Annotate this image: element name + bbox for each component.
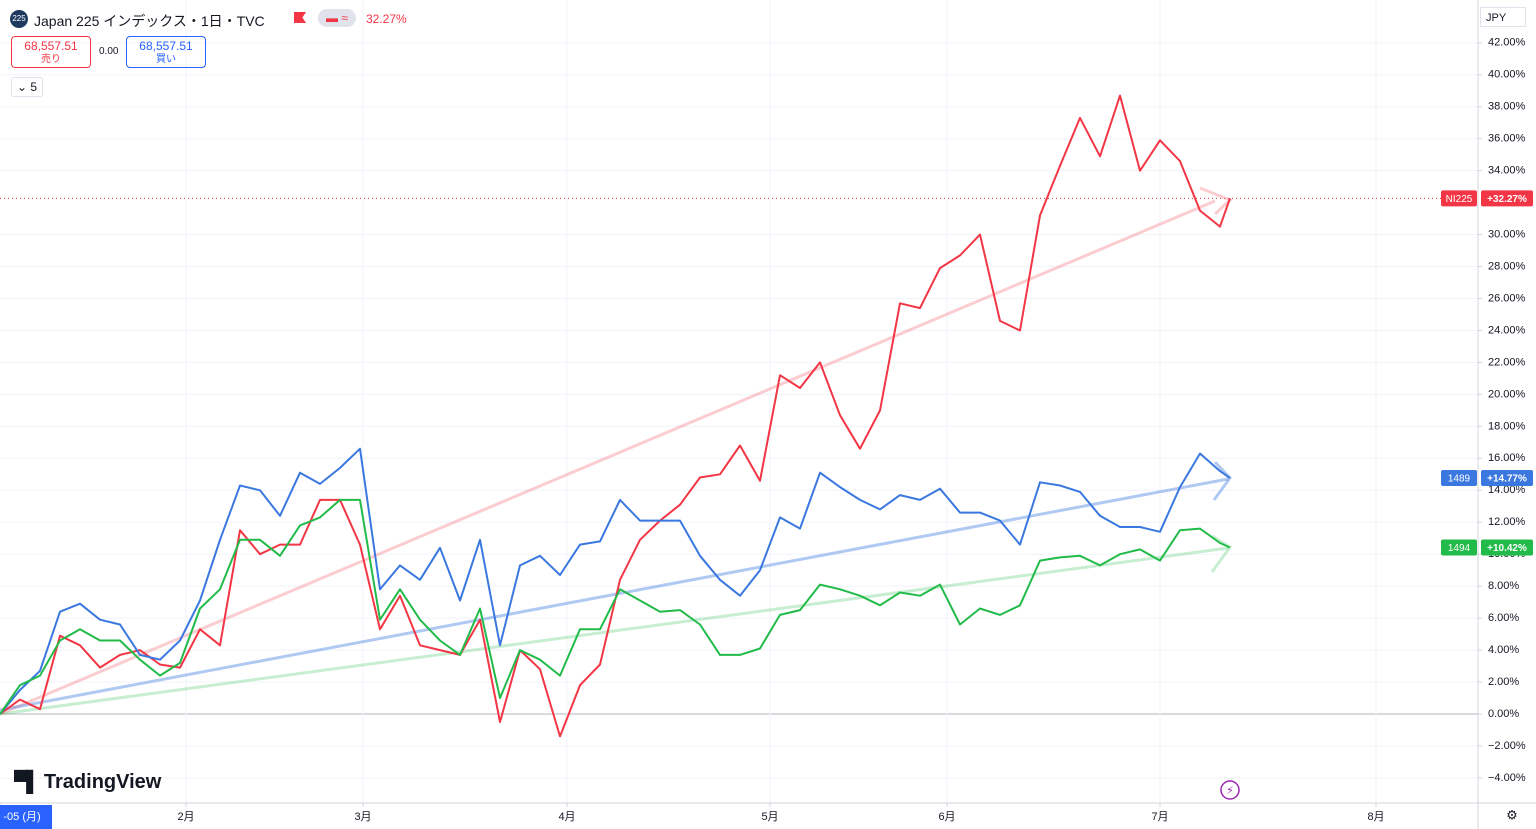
- x-tick-label: 6月: [938, 811, 955, 823]
- y-tick-label: 24.00%: [1488, 324, 1526, 336]
- status-badge[interactable]: ▬ ≈: [318, 9, 356, 27]
- trend-arrow: [0, 546, 1229, 716]
- y-tick-label: 8.00%: [1488, 580, 1519, 592]
- end-label-bg: [1481, 469, 1533, 486]
- x-tick-label: -05 (月): [3, 811, 40, 823]
- end-label: +10.42%: [1487, 543, 1527, 554]
- series-line: [0, 94, 1231, 738]
- y-tick-label: 34.00%: [1488, 165, 1526, 177]
- buy-price: 68,557.51: [139, 39, 193, 53]
- y-tick-label: 40.00%: [1488, 69, 1526, 81]
- sell-price: 68,557.51: [24, 39, 78, 53]
- series-name: NI225: [1446, 194, 1473, 205]
- y-tick-label: 6.00%: [1488, 612, 1519, 624]
- x-tick-label: 3月: [354, 811, 371, 823]
- symbol-title[interactable]: Japan 225 インデックス・1日・TVC: [34, 13, 265, 29]
- buy-label: 買い: [156, 54, 176, 65]
- y-tick-label: 18.00%: [1488, 420, 1526, 432]
- watermark-text: TradingView: [43, 771, 162, 793]
- y-tick-label: 2.00%: [1488, 676, 1519, 688]
- y-tick-label: 16.00%: [1488, 452, 1526, 464]
- indicator-toggle[interactable]: ⌄ 5: [11, 77, 43, 97]
- series-name: 1494: [1448, 543, 1471, 554]
- series-name-bg: [1441, 190, 1477, 207]
- x-tick-label: 2月: [177, 811, 194, 823]
- series-line: [0, 498, 1231, 715]
- y-tick-label: 42.00%: [1488, 37, 1526, 49]
- x-cursor-label-bg: [0, 805, 52, 829]
- y-tick-label: 14.00%: [1488, 484, 1526, 496]
- flag[interactable]: [294, 12, 306, 23]
- x-tick-label: 7月: [1151, 811, 1168, 823]
- end-label-bg: [1481, 190, 1533, 207]
- end-label: +14.77%: [1487, 474, 1527, 485]
- settings-icon[interactable]: ⚙: [1506, 807, 1518, 822]
- x-tick-label: 8月: [1367, 811, 1384, 823]
- y-tick-label: 26.00%: [1488, 292, 1526, 304]
- event-icon[interactable]: [1220, 780, 1240, 800]
- end-label-bg: [1481, 539, 1533, 556]
- y-tick-label: 22.00%: [1488, 356, 1526, 368]
- trend-arrow: [0, 477, 1229, 712]
- interval-count: 5: [30, 80, 38, 94]
- y-tick-label: 30.00%: [1488, 228, 1526, 240]
- series-name: 1489: [1448, 474, 1471, 485]
- y-tick-label: 12.00%: [1488, 516, 1526, 528]
- x-tick-label: 4月: [558, 811, 575, 823]
- end-label: +32.27%: [1487, 194, 1527, 205]
- sell-button[interactable]: 68,557.51 売り: [11, 36, 91, 68]
- series-line: [0, 447, 1231, 715]
- symbol-logo: 225: [10, 10, 28, 28]
- series-name-bg: [1441, 469, 1477, 486]
- currency[interactable]: JPY: [1480, 7, 1526, 27]
- event-icon-glyph: ⚡: [1226, 785, 1234, 797]
- watermark: ▀▌ TradingView: [14, 771, 161, 794]
- change: 32.27%: [366, 12, 407, 26]
- y-tick-label: 4.00%: [1488, 644, 1519, 656]
- x-tick-label: 5月: [761, 811, 778, 823]
- watermark-logo: ▀▌: [14, 771, 40, 793]
- y-tick-label: 36.00%: [1488, 133, 1526, 145]
- y-tick-label: 28.00%: [1488, 260, 1526, 272]
- y-tick-label: −4.00%: [1488, 772, 1526, 784]
- buy-button[interactable]: 68,557.51 買い: [126, 36, 206, 68]
- y-tick-label: 38.00%: [1488, 101, 1526, 113]
- sell-label: 売り: [41, 54, 61, 65]
- y-tick-label: 0.00%: [1488, 708, 1519, 720]
- spread: 0.00: [99, 46, 119, 57]
- series-name-bg: [1441, 539, 1477, 556]
- y-tick-label: 20.00%: [1488, 388, 1526, 400]
- trend-arrow: [0, 199, 1216, 716]
- y-tick-label: −2.00%: [1488, 740, 1526, 752]
